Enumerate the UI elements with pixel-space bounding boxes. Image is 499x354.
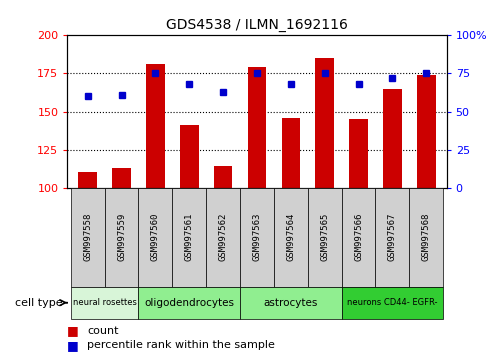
Text: oligodendrocytes: oligodendrocytes bbox=[144, 298, 234, 308]
Text: GSM997564: GSM997564 bbox=[286, 213, 295, 261]
Text: GSM997567: GSM997567 bbox=[388, 213, 397, 261]
Text: GSM997562: GSM997562 bbox=[219, 213, 228, 261]
Bar bbox=[146, 64, 165, 188]
Bar bbox=[342, 188, 375, 287]
Text: cell type: cell type bbox=[15, 298, 62, 308]
Text: percentile rank within the sample: percentile rank within the sample bbox=[87, 340, 275, 350]
Bar bbox=[105, 188, 139, 287]
Text: ■: ■ bbox=[67, 339, 79, 352]
Text: GSM997566: GSM997566 bbox=[354, 213, 363, 261]
Bar bbox=[281, 118, 300, 188]
Text: neurons CD44- EGFR-: neurons CD44- EGFR- bbox=[347, 298, 438, 307]
Text: ■: ■ bbox=[67, 325, 79, 337]
Bar bbox=[78, 172, 97, 188]
Text: GSM997560: GSM997560 bbox=[151, 213, 160, 261]
Bar bbox=[206, 188, 240, 287]
Text: neural rosettes: neural rosettes bbox=[73, 298, 137, 307]
Text: astrocytes: astrocytes bbox=[263, 298, 318, 308]
Bar bbox=[409, 188, 443, 287]
Bar bbox=[214, 166, 233, 188]
Bar bbox=[342, 287, 443, 319]
Bar bbox=[349, 119, 368, 188]
Bar bbox=[71, 287, 139, 319]
Text: GSM997563: GSM997563 bbox=[252, 213, 261, 261]
Bar bbox=[315, 58, 334, 188]
Bar bbox=[139, 287, 240, 319]
Text: count: count bbox=[87, 326, 119, 336]
Title: GDS4538 / ILMN_1692116: GDS4538 / ILMN_1692116 bbox=[166, 18, 348, 32]
Bar bbox=[417, 75, 436, 188]
Bar bbox=[248, 67, 266, 188]
Text: GSM997561: GSM997561 bbox=[185, 213, 194, 261]
Bar bbox=[383, 88, 402, 188]
Bar bbox=[240, 188, 274, 287]
Text: GSM997568: GSM997568 bbox=[422, 213, 431, 261]
Text: GSM997558: GSM997558 bbox=[83, 213, 92, 261]
Text: GSM997565: GSM997565 bbox=[320, 213, 329, 261]
Text: GSM997559: GSM997559 bbox=[117, 213, 126, 261]
Bar bbox=[308, 188, 342, 287]
Bar bbox=[180, 125, 199, 188]
Bar bbox=[240, 287, 342, 319]
Bar bbox=[172, 188, 206, 287]
Bar bbox=[112, 168, 131, 188]
Bar bbox=[139, 188, 172, 287]
Bar bbox=[274, 188, 308, 287]
Bar bbox=[375, 188, 409, 287]
Bar bbox=[71, 188, 105, 287]
